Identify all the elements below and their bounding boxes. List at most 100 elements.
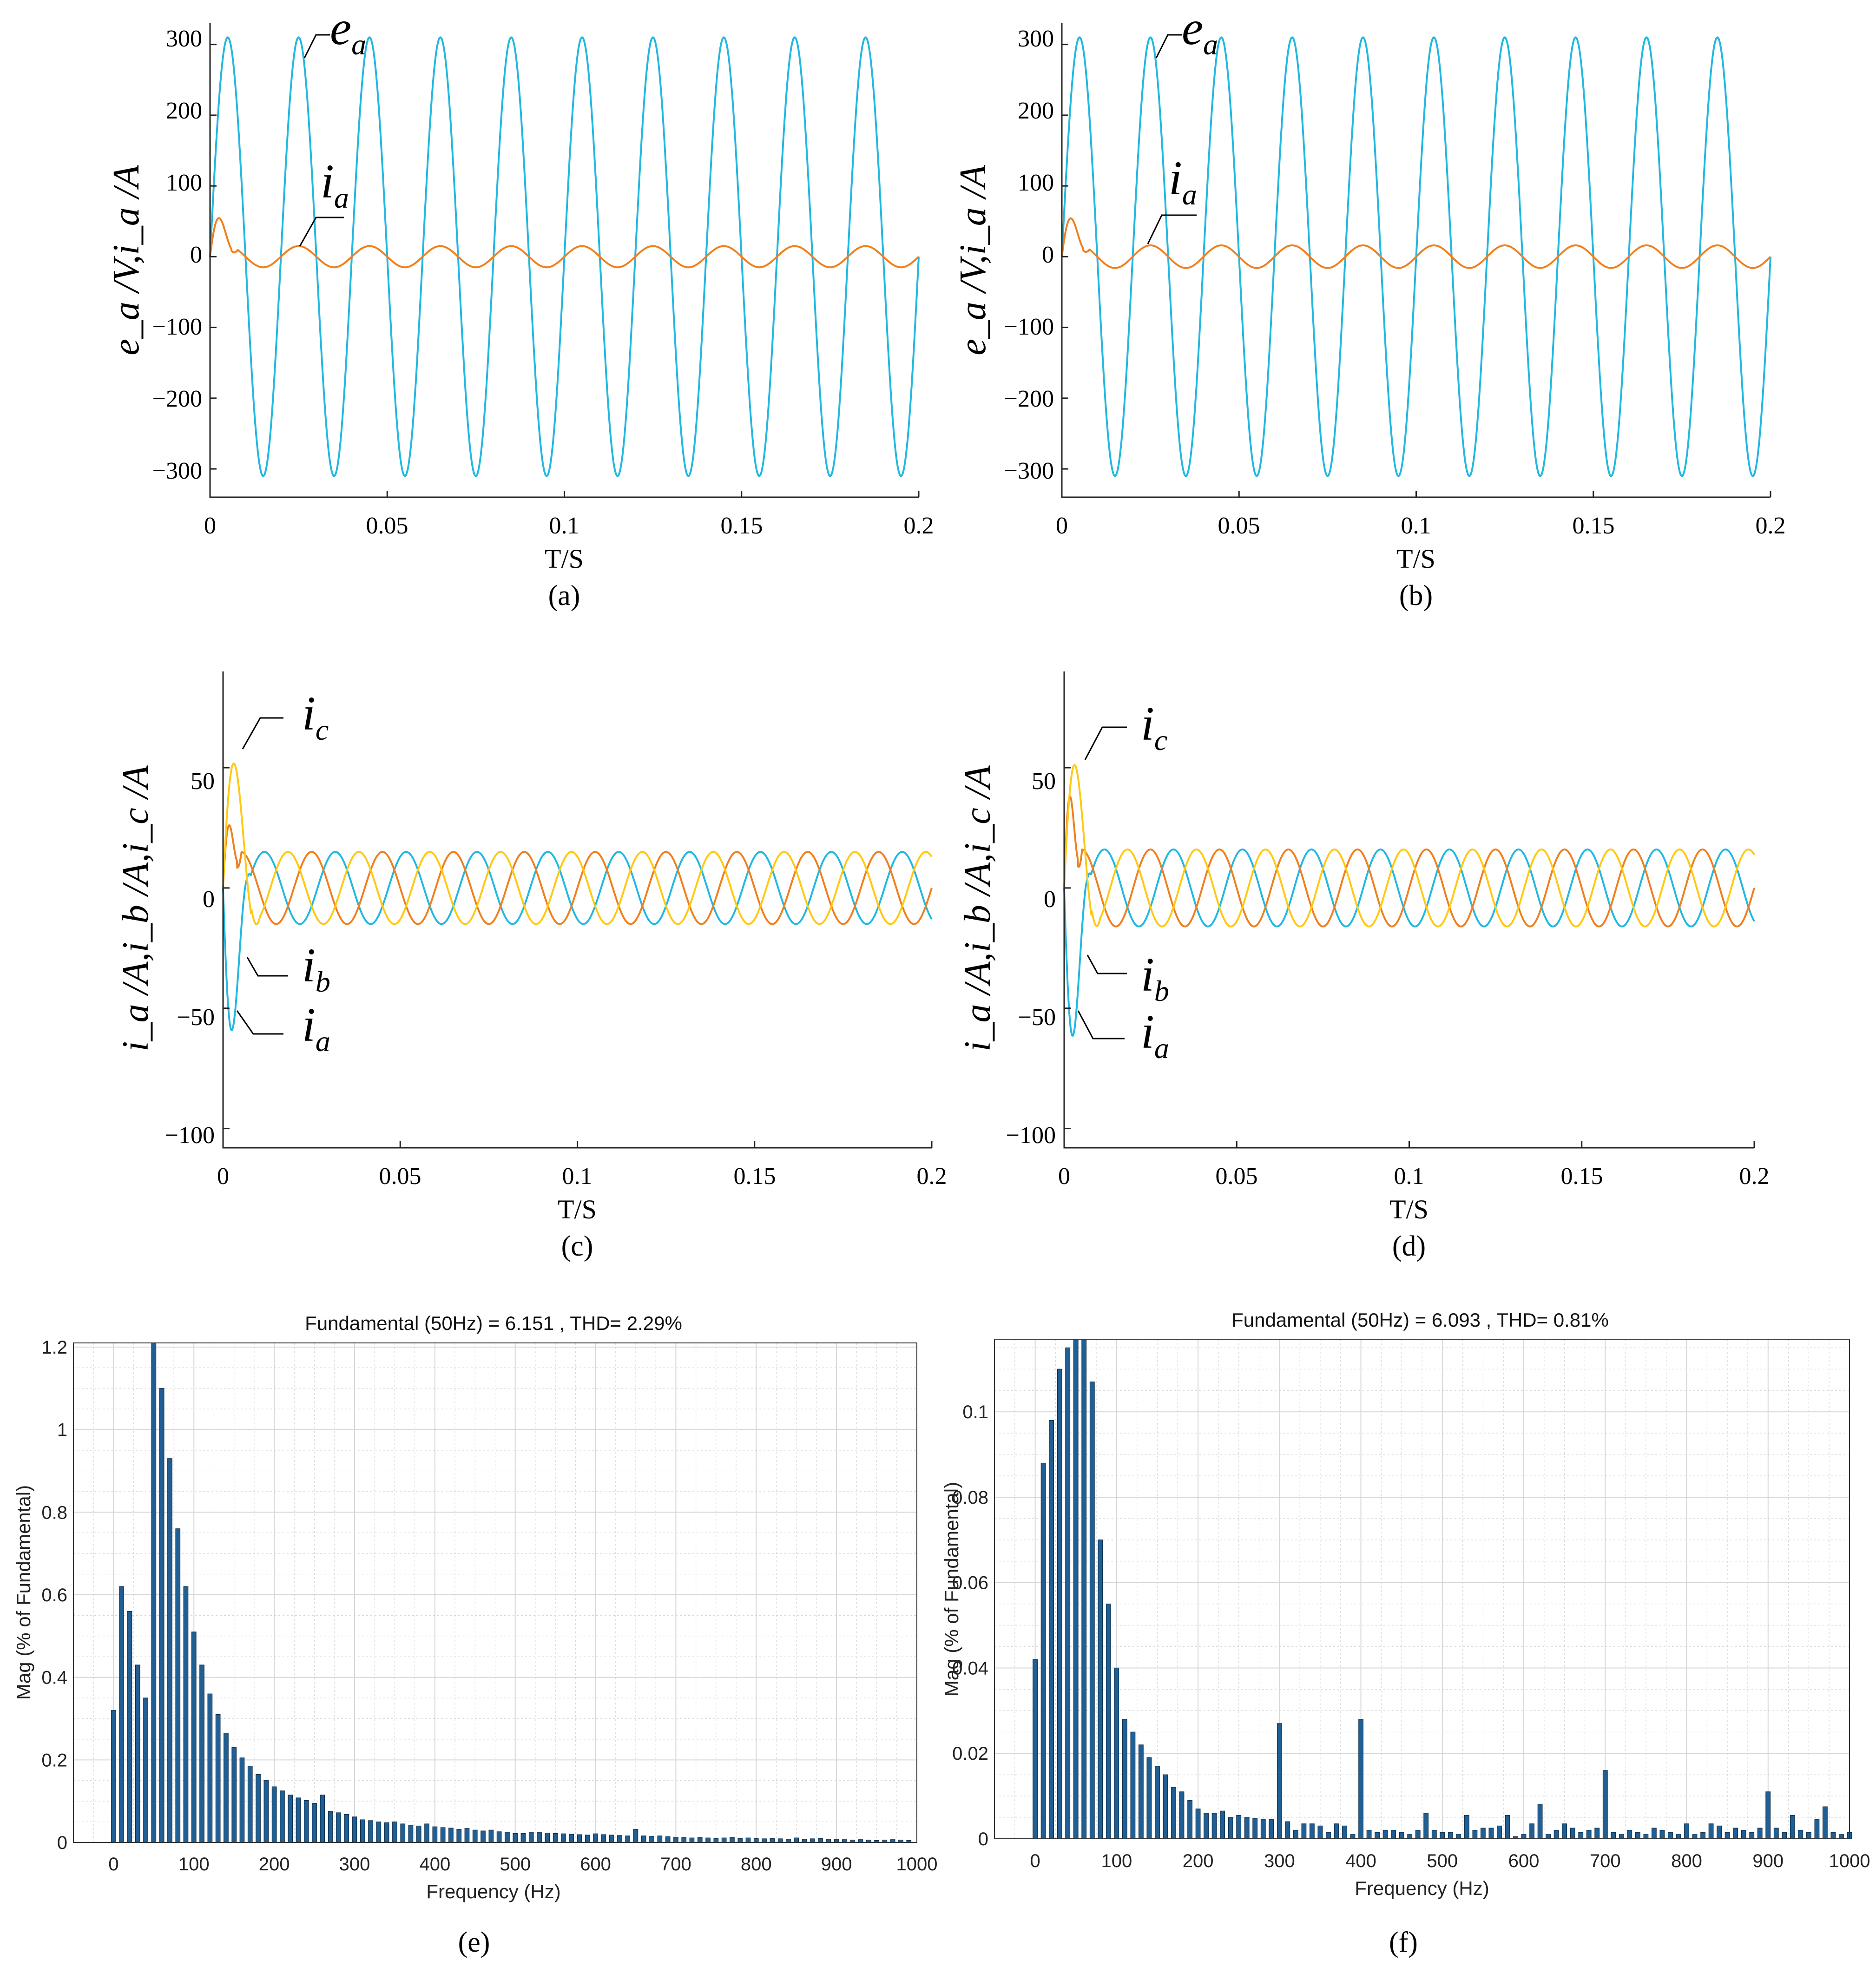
xtick-e-0: 0	[108, 1854, 118, 1875]
xtick-b-4: 0.2	[1756, 513, 1786, 539]
bar-e-230hz	[296, 1797, 301, 1843]
bar-e-800hz	[753, 1838, 759, 1843]
bar-f-570hz	[1497, 1825, 1502, 1839]
title-f: Fundamental (50Hz) = 6.093 , THD= 0.81%	[1231, 1309, 1609, 1331]
bar-e-510hz	[520, 1833, 526, 1843]
series-layer-b	[1061, 36, 1771, 477]
ylabel-a: e_a /V,i_a /A	[106, 164, 147, 355]
tickmarks-a	[209, 44, 920, 497]
bar-f-50hz	[1073, 1339, 1079, 1839]
ytick-e-4: 0.4	[41, 1668, 67, 1688]
bar-e-620hz	[609, 1835, 614, 1843]
title-e: Fundamental (50Hz) = 6.151 , THD= 2.29%	[305, 1312, 682, 1334]
bar-f-610hz	[1529, 1823, 1535, 1839]
bar-f-180hz	[1179, 1791, 1185, 1839]
ytick-d-0: 50	[1032, 768, 1056, 795]
bar-f-810hz	[1692, 1834, 1698, 1839]
bar-e-440hz	[464, 1828, 470, 1843]
bar-e-830hz	[777, 1838, 783, 1843]
bar-e-490hz	[505, 1832, 510, 1843]
bar-e-60hz	[159, 1388, 165, 1843]
bar-e-90hz	[183, 1586, 189, 1843]
bar-e-360hz	[400, 1823, 406, 1843]
bar-e-160hz	[239, 1757, 245, 1843]
bar-f-240hz	[1228, 1817, 1233, 1839]
bar-f-460hz	[1407, 1834, 1413, 1839]
bar-f-830hz	[1708, 1823, 1714, 1839]
bar-f-530hz	[1464, 1815, 1469, 1839]
bar-f-360hz	[1326, 1832, 1331, 1839]
xtick-f-2: 200	[1183, 1851, 1214, 1871]
xtick-c-4: 0.2	[917, 1163, 947, 1190]
bar-f-310hz	[1285, 1821, 1290, 1839]
bar-f-750hz	[1643, 1834, 1649, 1839]
grid-e	[73, 1343, 917, 1843]
bar-f-780hz	[1668, 1832, 1673, 1839]
xtick-a-3: 0.15	[721, 513, 763, 539]
xtick-c-3: 0.15	[734, 1163, 776, 1190]
bar-e-760hz	[721, 1837, 727, 1843]
plot-area-d	[1064, 671, 1754, 1148]
bar-e-790hz	[745, 1837, 751, 1843]
ytick-d-2: −50	[1018, 1004, 1056, 1031]
ann-d-ic: ic	[1141, 697, 1167, 757]
bar-e-120hz	[207, 1693, 213, 1843]
bar-f-90hz	[1106, 1604, 1111, 1839]
bar-f-720hz	[1619, 1834, 1624, 1839]
leader-c-ia	[236, 1010, 283, 1035]
bar-e-860hz	[802, 1839, 807, 1843]
xtick-f-0: 0	[1030, 1851, 1040, 1871]
bar-e-10hz	[119, 1586, 125, 1843]
tickmarks-c	[222, 767, 933, 1148]
ytick-b-0: 300	[1018, 26, 1054, 52]
xtick-f-3: 300	[1264, 1851, 1295, 1871]
leader-c-ib	[246, 957, 288, 977]
bar-f-190hz	[1187, 1800, 1193, 1839]
bar-f-200hz	[1195, 1809, 1201, 1839]
caption-c: (c)	[561, 1230, 593, 1262]
bar-f-770hz	[1659, 1830, 1665, 1839]
bar-f-210hz	[1204, 1813, 1209, 1839]
ytick-c-1: 0	[203, 886, 215, 913]
bar-e-400hz	[432, 1826, 438, 1843]
bar-e-30hz	[135, 1664, 140, 1843]
bar-e-180hz	[256, 1774, 261, 1843]
bar-e-240hz	[303, 1800, 309, 1843]
xtick-b-0: 0	[1056, 513, 1068, 539]
ytick-e-3: 0.6	[41, 1585, 67, 1605]
bar-f-260hz	[1244, 1817, 1250, 1839]
bar-e-560hz	[561, 1833, 566, 1843]
bar-e-200hz	[271, 1786, 277, 1843]
bar-f-490hz	[1431, 1830, 1437, 1839]
bar-f-250hz	[1236, 1815, 1242, 1839]
series-c-ia	[222, 851, 933, 1032]
ytick-f-0: 0.1	[962, 1402, 988, 1422]
bar-f-840hz	[1717, 1825, 1722, 1839]
xtick-e-4: 400	[419, 1854, 450, 1875]
xtick-c-2: 0.1	[562, 1163, 592, 1190]
bar-e-20hz	[127, 1611, 132, 1843]
bar-f-860hz	[1733, 1828, 1738, 1839]
bar-f-990hz	[1839, 1834, 1844, 1839]
leader-d-ib	[1086, 954, 1127, 974]
ann-a-ea: ea	[330, 1, 366, 61]
xtick-a-0: 0	[204, 513, 216, 539]
ytick-c-3: −100	[165, 1122, 215, 1149]
bar-e-820hz	[770, 1838, 775, 1843]
ann-b-ea: ea	[1182, 1, 1218, 61]
bar-f-320hz	[1293, 1830, 1298, 1839]
caption-a: (a)	[548, 580, 580, 612]
bar-f-60hz	[1081, 1339, 1087, 1839]
bar-e-680hz	[657, 1835, 663, 1843]
tickmarks-d	[1063, 767, 1755, 1148]
xtick-e-7: 700	[660, 1854, 691, 1875]
ylabel-c: i_a /A,i_b /A,i_c /A	[115, 765, 156, 1052]
bar-f-340hz	[1310, 1823, 1315, 1839]
bar-e-700hz	[673, 1836, 678, 1843]
bar-f-280hz	[1260, 1819, 1266, 1839]
bar-f-940hz	[1798, 1830, 1804, 1839]
xtick-d-2: 0.1	[1394, 1163, 1424, 1190]
ylabel-e: Mag (% of Fundamental)	[13, 1485, 34, 1700]
ytick-f-2: 0.06	[952, 1573, 988, 1593]
bar-f-690hz	[1594, 1828, 1600, 1839]
